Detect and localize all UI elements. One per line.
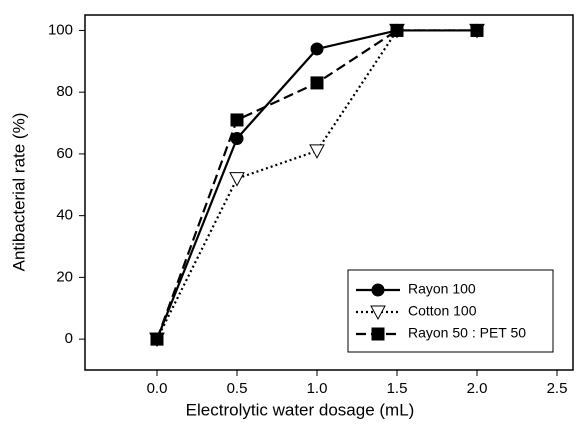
legend-label: Rayon 100 (408, 281, 476, 297)
legend-marker (371, 283, 385, 297)
marker (229, 172, 245, 187)
y-tick-label: 20 (56, 268, 73, 285)
y-tick-label: 80 (56, 83, 73, 100)
marker (230, 131, 244, 145)
x-tick-label: 1.0 (307, 380, 328, 397)
legend-marker (371, 327, 385, 341)
x-tick-label: 2.5 (547, 380, 568, 397)
plot-frame (84, 14, 574, 371)
marker (150, 332, 164, 346)
y-tick-label: 60 (56, 145, 73, 162)
y-tick-label: 100 (48, 21, 73, 38)
marker (230, 113, 244, 127)
marker (310, 76, 324, 90)
x-tick-label: 1.5 (387, 380, 408, 397)
marker (310, 42, 324, 56)
marker (390, 23, 404, 37)
y-tick-label: 40 (56, 207, 73, 224)
legend-marker (370, 305, 386, 321)
legend-label: Rayon 50 : PET 50 (408, 325, 526, 341)
marker (470, 23, 484, 37)
marker (309, 144, 325, 159)
legend-label: Cotton 100 (408, 303, 477, 319)
x-tick-label: 2.0 (467, 380, 488, 397)
x-axis-label: Electrolytic water dosage (mL) (186, 400, 415, 419)
y-axis-label: Antibacterial rate (%) (9, 113, 28, 272)
x-tick-label: 0.0 (147, 380, 168, 397)
x-tick-label: 0.5 (227, 380, 248, 397)
y-tick-label: 0 (65, 330, 73, 347)
